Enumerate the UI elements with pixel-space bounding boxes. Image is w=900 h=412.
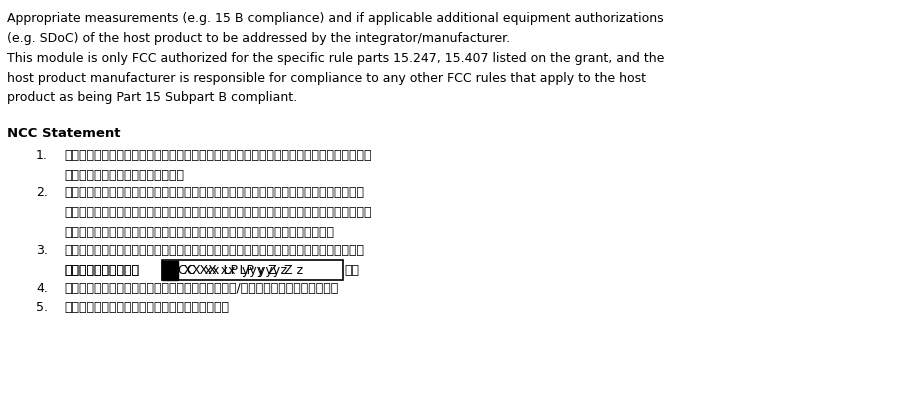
Text: 「本公司於説明書中提供所有必要資訊以指導使用者/安裝者正確的安裝及操作」。: 「本公司於説明書中提供所有必要資訊以指導使用者/安裝者正確的安裝及操作」。	[65, 282, 339, 295]
Text: 5.: 5.	[36, 301, 48, 314]
Text: 功率射頻電機須忍受合法通信或工業、科學及醫療用電波輺射性電機設備之干擾。: 功率射頻電機須忍受合法通信或工業、科學及醫療用電波輺射性電機設備之干擾。	[65, 226, 335, 239]
Text: product as being Part 15 Subpart B compliant.: product as being Part 15 Subpart B compl…	[7, 91, 297, 105]
Text: 4.: 4.	[36, 282, 48, 295]
Text: CC XX xx LP yyy Z z: CC XX xx LP yyy Z z	[178, 264, 303, 276]
Text: 經型式認證合格之低功率射頻電機，非經許可，公司、商號或使用者均不得擅自變更頻率、加: 經型式認證合格之低功率射頻電機，非經許可，公司、商號或使用者均不得擅自變更頻率、…	[65, 149, 373, 162]
Text: 低功率射頻電機之使用不得影音飛航安全及干擾合法通信；經發現有干擾現象時，應立即停: 低功率射頻電機之使用不得影音飛航安全及干擾合法通信；經發現有干擾現象時，應立即停	[65, 186, 364, 199]
Text: 3.: 3.	[36, 244, 48, 257]
Text: NCC Statement: NCC Statement	[7, 127, 121, 140]
Text: Appropriate measurements (e.g. 15 B compliance) and if applicable additional equ: Appropriate measurements (e.g. 15 B comp…	[7, 12, 664, 26]
Text: 用，並改善至無干擾時方得繼續使用。前項合法通信，指依電信法規定作業之無線電通信。低: 用，並改善至無干擾時方得繼續使用。前項合法通信，指依電信法規定作業之無線電通信。…	[65, 206, 373, 219]
Text: CC XX xx LP yyy Z z: CC XX xx LP yyy Z z	[162, 264, 287, 276]
Text: 大功率或變更原設計之特性及功能。: 大功率或變更原設計之特性及功能。	[65, 169, 184, 182]
Text: 本模組於取得認證後將依規定於模組本體標示審驗合格標簽，並要求平台廠商於平台上標示: 本模組於取得認證後將依規定於模組本體標示審驗合格標簽，並要求平台廠商於平台上標示	[65, 244, 364, 257]
Bar	[162, 261, 178, 280]
Text: 」。: 」。	[345, 264, 360, 276]
Text: 無線資訊傳輸設備避免影音附近雷達系統之操作。: 無線資訊傳輸設備避免影音附近雷達系統之操作。	[65, 301, 230, 314]
Text: (e.g. SDoC) of the host product to be addressed by the integrator/manufacturer.: (e.g. SDoC) of the host product to be ad…	[7, 32, 510, 45]
Text: 1.: 1.	[36, 149, 48, 162]
Text: 2.: 2.	[36, 186, 48, 199]
Text: host product manufacturer is responsible for compliance to any other FCC rules t: host product manufacturer is responsible…	[7, 72, 646, 85]
Text: 「本產品內含射頻模組: 「本產品內含射頻模組	[65, 264, 140, 276]
Text: 「本產品內含射頻模組: 「本產品內含射頻模組	[65, 264, 140, 276]
Text: This module is only FCC authorized for the specific rule parts 15.247, 15.407 li: This module is only FCC authorized for t…	[7, 52, 664, 65]
